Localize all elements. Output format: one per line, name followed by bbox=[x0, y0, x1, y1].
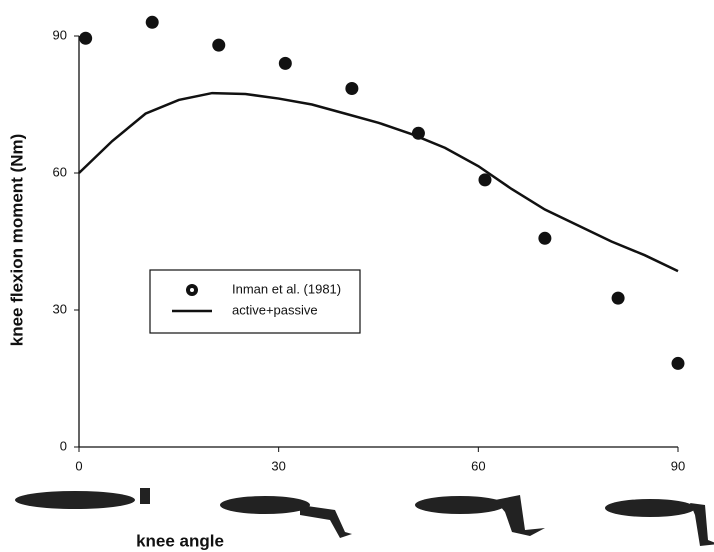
x-tick-label: 60 bbox=[471, 458, 485, 473]
x-tick-label: 90 bbox=[671, 458, 685, 473]
data-point bbox=[345, 82, 358, 95]
data-line bbox=[79, 93, 678, 271]
x-axis-title: knee angle bbox=[136, 531, 224, 550]
data-point bbox=[279, 57, 292, 70]
data-point bbox=[146, 16, 159, 29]
y-tick-label: 0 bbox=[60, 438, 67, 453]
chart: knee angle knee flexion moment (Nm) 0 30 6… bbox=[0, 0, 714, 552]
data-point bbox=[672, 357, 685, 370]
data-point bbox=[612, 292, 625, 305]
y-tick-label: 30 bbox=[53, 301, 67, 316]
x-tick-label: 0 bbox=[75, 458, 82, 473]
data-point bbox=[212, 39, 225, 52]
leg-figures bbox=[15, 488, 714, 546]
y-tick-label: 90 bbox=[53, 27, 67, 42]
legend-marker-dot bbox=[190, 288, 194, 292]
legend-label: active+passive bbox=[232, 302, 318, 317]
x-tick-label: 30 bbox=[271, 458, 285, 473]
data-point bbox=[538, 232, 551, 245]
legend-label: Inman et al. (1981) bbox=[232, 281, 341, 296]
y-tick-label: 60 bbox=[53, 164, 67, 179]
data-point bbox=[79, 32, 92, 45]
y-axis-title: knee flexion moment (Nm) bbox=[7, 134, 26, 347]
